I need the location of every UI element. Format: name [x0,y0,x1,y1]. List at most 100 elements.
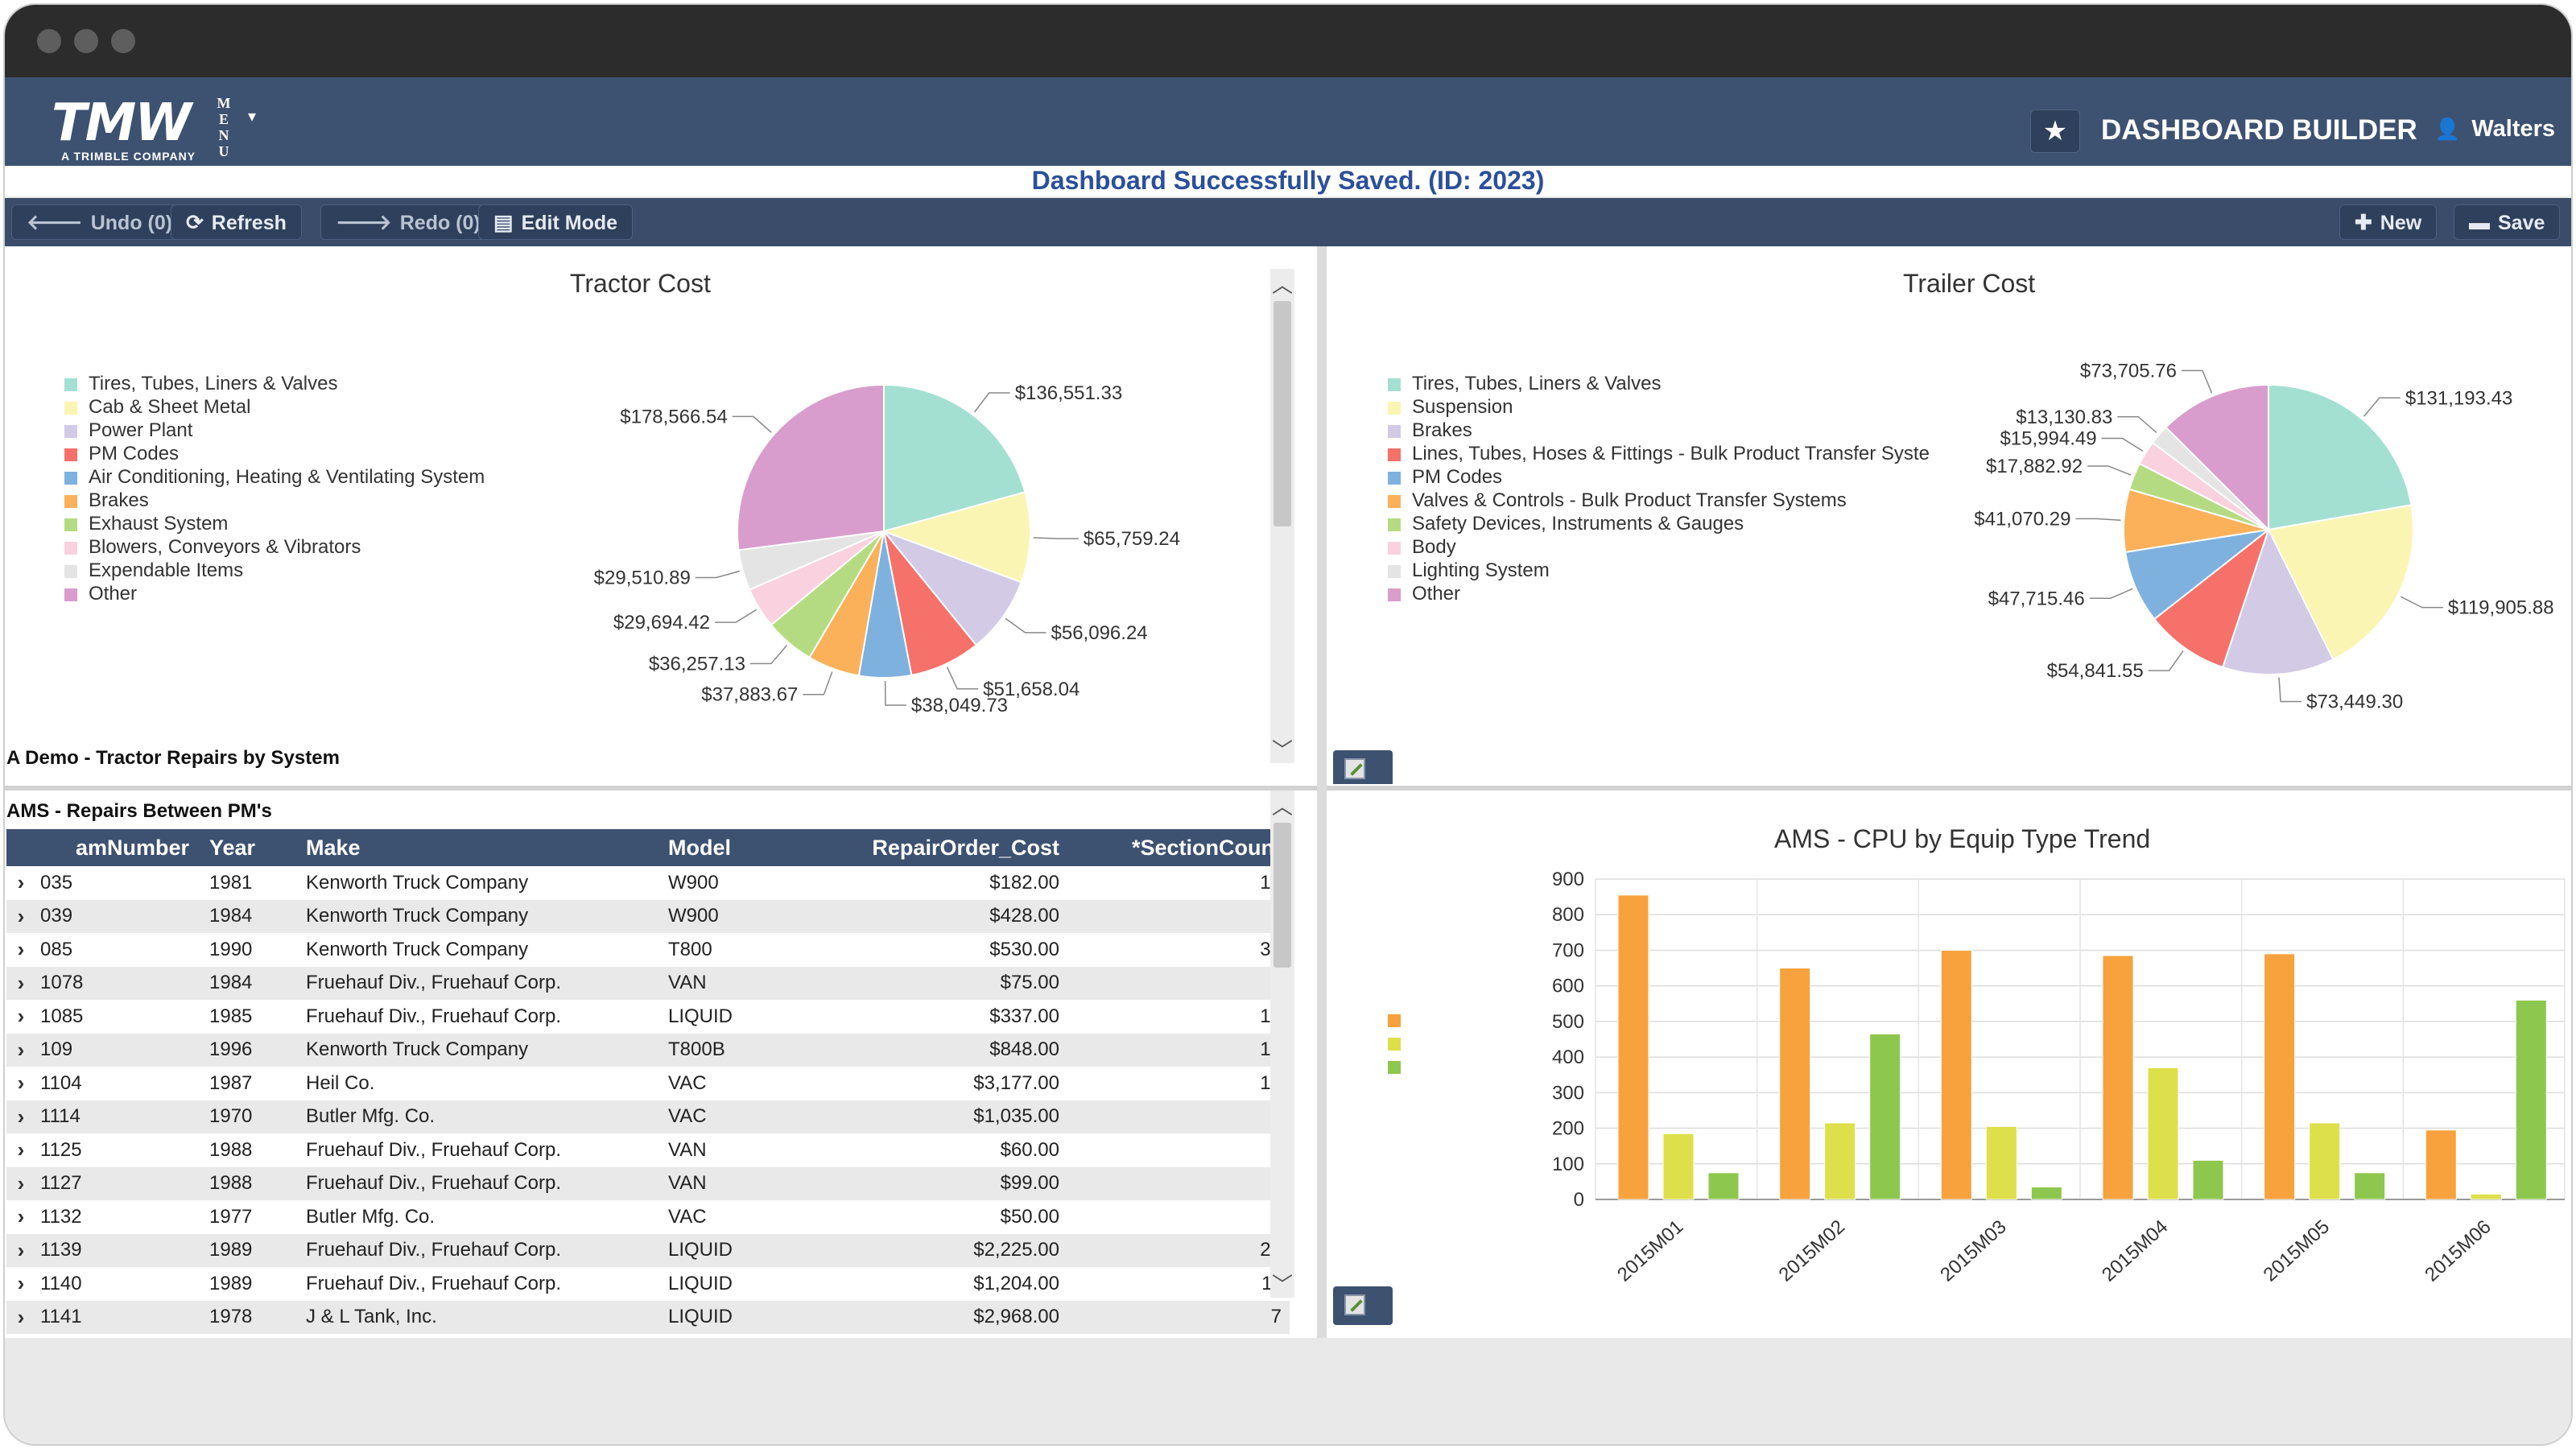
redo-button[interactable]: 🡒 Redo (0) [320,204,496,240]
cpu-bar[interactable] [1707,1172,1740,1200]
cpu-bar[interactable] [2515,999,2547,1200]
table-row[interactable]: › 1140 1989 Fruehauf Div., Fruehauf Corp. LI… [6,1267,1290,1301]
expand-row-chevron-icon[interactable]: › [17,1071,25,1096]
edit-widget-button[interactable] [1333,750,1393,784]
tractor-legend-item[interactable]: Exhaust System [64,512,485,535]
trailer-legend-item[interactable]: Valves & Controls - Bulk Product Transfe… [1388,489,1930,512]
tractor-scrollbar[interactable]: ︿ ﹀ [1270,269,1294,763]
table-row[interactable]: › 1125 1988 Fruehauf Div., Fruehauf Corp. VA… [6,1133,1290,1167]
table-row[interactable]: › 1141 1978 J & L Tank, Inc. LIQUID $2,968.00… [6,1300,1290,1334]
trailer-pie-slice[interactable] [2153,527,2270,669]
trailer-legend-item[interactable]: Lines, Tubes, Hoses & Fittings - Bulk Pr… [1388,442,1930,465]
save-button[interactable]: ▬ Save [2454,204,2561,240]
window-close-button[interactable] [37,29,61,53]
trailer-pie-slice[interactable] [2267,504,2414,661]
tractor-pie-slice[interactable] [883,383,1026,533]
trailer-legend-item[interactable]: Other [1388,582,1930,605]
favorite-button[interactable]: ★ [2030,109,2080,153]
column-header-repairorder-cost[interactable]: RepairOrder_Cost [872,835,1059,860]
table-row[interactable]: › 109 1996 Kenworth Truck Company T800B $848.… [6,1033,1290,1067]
cpu-bar[interactable] [2470,1193,2502,1200]
table-row[interactable]: › 1085 1985 Fruehauf Div., Fruehauf Corp. LI… [6,1000,1290,1034]
column-header-make[interactable]: Make [306,835,361,860]
cpu-bar[interactable] [1940,949,1972,1200]
cpu-bar[interactable] [2309,1122,2341,1200]
cpu-bar[interactable] [2425,1129,2457,1200]
scroll-up-icon[interactable]: ︿ [1272,795,1294,819]
expand-row-chevron-icon[interactable]: › [17,870,25,895]
horizontal-splitter[interactable] [5,786,2571,791]
trailer-legend-item[interactable]: Brakes [1388,419,1930,442]
menu-button[interactable]: M E N U [216,95,232,159]
tractor-pie-slice[interactable] [881,491,1031,584]
cpu-bar[interactable] [1662,1133,1695,1200]
user-menu[interactable]: 👤 Walters [2434,116,2555,142]
scroll-down-icon[interactable]: ﹀ [1272,738,1294,762]
edit-mode-button[interactable]: ▤ Edit Mode [478,204,634,240]
caret-down-icon[interactable]: ▾ [248,108,257,126]
expand-row-chevron-icon[interactable]: › [17,1204,25,1229]
expand-row-chevron-icon[interactable]: › [17,1137,25,1162]
cpu-legend-item[interactable] [1388,1055,1412,1078]
undo-button[interactable]: 🡐 Undo (0) [11,204,188,240]
table-row[interactable]: › 1114 1970 Butler Mfg. Co. VAC $1,035.00 4 [6,1100,1290,1133]
cpu-bar[interactable] [1985,1125,2017,1200]
table-row[interactable]: › 1139 1989 Fruehauf Div., Fruehauf Corp. LI… [6,1233,1290,1267]
scroll-thumb[interactable] [1274,301,1291,526]
tractor-legend-item[interactable]: PM Codes [64,442,485,465]
expand-row-chevron-icon[interactable]: › [17,1271,25,1296]
expand-row-chevron-icon[interactable]: › [17,1237,25,1262]
expand-row-chevron-icon[interactable]: › [17,1170,25,1195]
table-row[interactable]: › 1078 1984 Fruehauf Div., Fruehauf Corp. VA… [6,966,1290,1000]
window-maximize-button[interactable] [111,29,135,53]
scroll-up-icon[interactable]: ︿ [1272,273,1294,297]
refresh-button[interactable]: ⟳ Refresh [171,204,302,240]
cpu-bar[interactable] [2102,955,2134,1200]
trailer-legend-item[interactable]: Tires, Tubes, Liners & Valves [1388,372,1930,395]
edit-widget-button[interactable] [1333,1286,1393,1325]
column-header-sectioncount[interactable]: *SectionCount [1132,835,1282,860]
expand-row-chevron-icon[interactable]: › [17,1104,25,1129]
trailer-legend-item[interactable]: Lighting System [1388,559,1930,582]
table-row[interactable]: › 085 1990 Kenworth Truck Company T800 $530.0… [6,933,1290,967]
cpu-bar[interactable] [2147,1067,2179,1200]
scroll-down-icon[interactable]: ﹀ [1272,1273,1294,1297]
tractor-legend-item[interactable]: Other [64,582,485,605]
tractor-legend-item[interactable]: Power Plant [64,419,485,442]
tractor-pie-slice[interactable] [881,529,1022,646]
expand-row-chevron-icon[interactable]: › [17,1037,25,1062]
cpu-bar[interactable] [1869,1033,1901,1200]
trailer-legend-item[interactable]: Safety Devices, Instruments & Gauges [1388,512,1930,535]
expand-row-chevron-icon[interactable]: › [17,903,25,928]
trailer-legend-item[interactable]: Body [1388,535,1930,559]
trailer-legend-item[interactable]: Suspension [1388,395,1930,419]
table-row[interactable]: › 1127 1988 Fruehauf Div., Fruehauf Corp. VA… [6,1166,1290,1200]
table-row[interactable]: › 1104 1987 Heil Co. VAC $3,177.00 16 [6,1067,1290,1100]
table-row[interactable]: › 039 1984 Kenworth Truck Company W900 $428.0… [6,899,1290,933]
tractor-legend-item[interactable]: Blowers, Conveyors & Vibrators [64,535,485,559]
tractor-legend-item[interactable]: Expendable Items [64,559,485,582]
cpu-bar[interactable] [1779,968,1811,1200]
trailer-pie-slice[interactable] [2268,383,2413,531]
tractor-legend-item[interactable]: Cab & Sheet Metal [64,395,485,419]
tractor-pie-slice[interactable] [737,383,885,551]
trailer-pie-slice[interactable] [2165,383,2269,532]
expand-row-chevron-icon[interactable]: › [17,970,25,995]
window-minimize-button[interactable] [74,29,98,53]
tractor-legend-item[interactable]: Tires, Tubes, Liners & Valves [64,372,485,395]
cpu-bar[interactable] [2264,953,2296,1200]
tractor-legend-item[interactable]: Brakes [64,489,485,512]
trailer-pie-slice[interactable] [2124,528,2272,621]
column-header-model[interactable]: Model [668,835,731,860]
new-button[interactable]: ✚ New [2339,204,2438,240]
tmw-logo[interactable]: TMW A TRIMBLE COMPANY [52,93,204,164]
expand-row-chevron-icon[interactable]: › [17,937,25,962]
column-header-year[interactable]: Year [209,835,256,860]
expand-row-chevron-icon[interactable]: › [17,1304,25,1329]
scroll-thumb[interactable] [1274,823,1291,968]
cpu-legend-item[interactable] [1388,1008,1412,1031]
cpu-bar[interactable] [2192,1159,2224,1200]
cpu-bar[interactable] [1824,1122,1856,1200]
table-scrollbar[interactable]: ︿ ﹀ [1270,791,1294,1298]
cpu-legend-item[interactable] [1388,1031,1412,1055]
